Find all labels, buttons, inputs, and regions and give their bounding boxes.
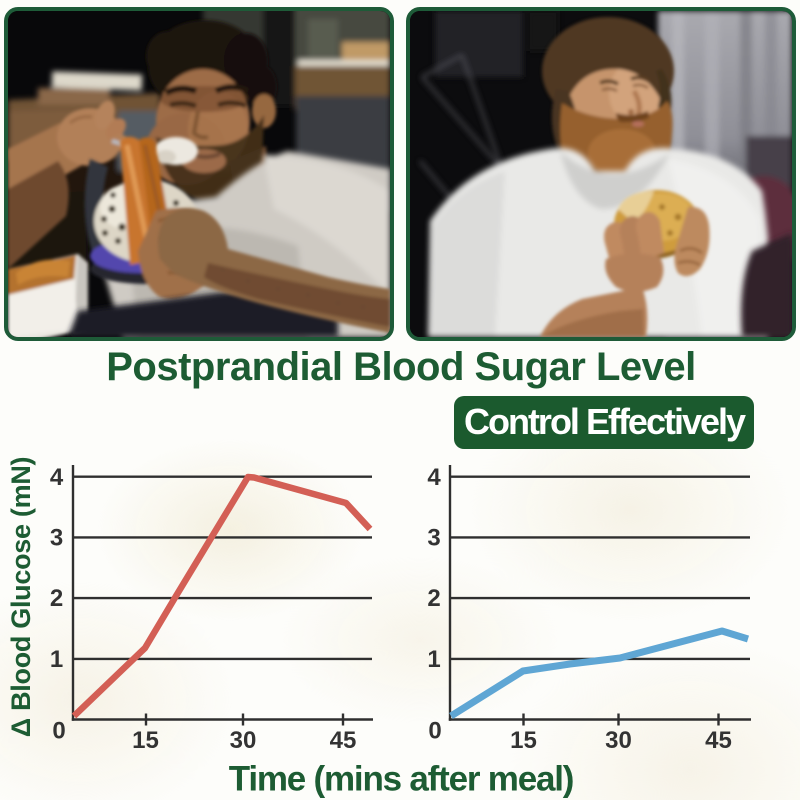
svg-text:Time (mins after meal): Time (mins after meal)	[229, 760, 573, 799]
svg-text:Δ Blood Glucose (mN): Δ Blood Glucose (mN)	[6, 457, 36, 737]
svg-text:1: 1	[427, 646, 440, 673]
svg-text:30: 30	[605, 727, 632, 754]
svg-text:4: 4	[427, 464, 441, 491]
svg-text:2: 2	[50, 585, 63, 612]
svg-text:45: 45	[330, 727, 357, 754]
svg-text:15: 15	[510, 727, 537, 754]
svg-text:0: 0	[52, 718, 65, 745]
svg-text:4: 4	[50, 464, 64, 491]
svg-text:3: 3	[427, 525, 440, 552]
svg-text:0: 0	[428, 718, 441, 745]
svg-text:1: 1	[50, 646, 63, 673]
svg-text:30: 30	[230, 727, 257, 754]
svg-text:3: 3	[50, 525, 63, 552]
svg-text:2: 2	[427, 585, 440, 612]
svg-text:45: 45	[705, 727, 732, 754]
svg-text:15: 15	[132, 727, 159, 754]
